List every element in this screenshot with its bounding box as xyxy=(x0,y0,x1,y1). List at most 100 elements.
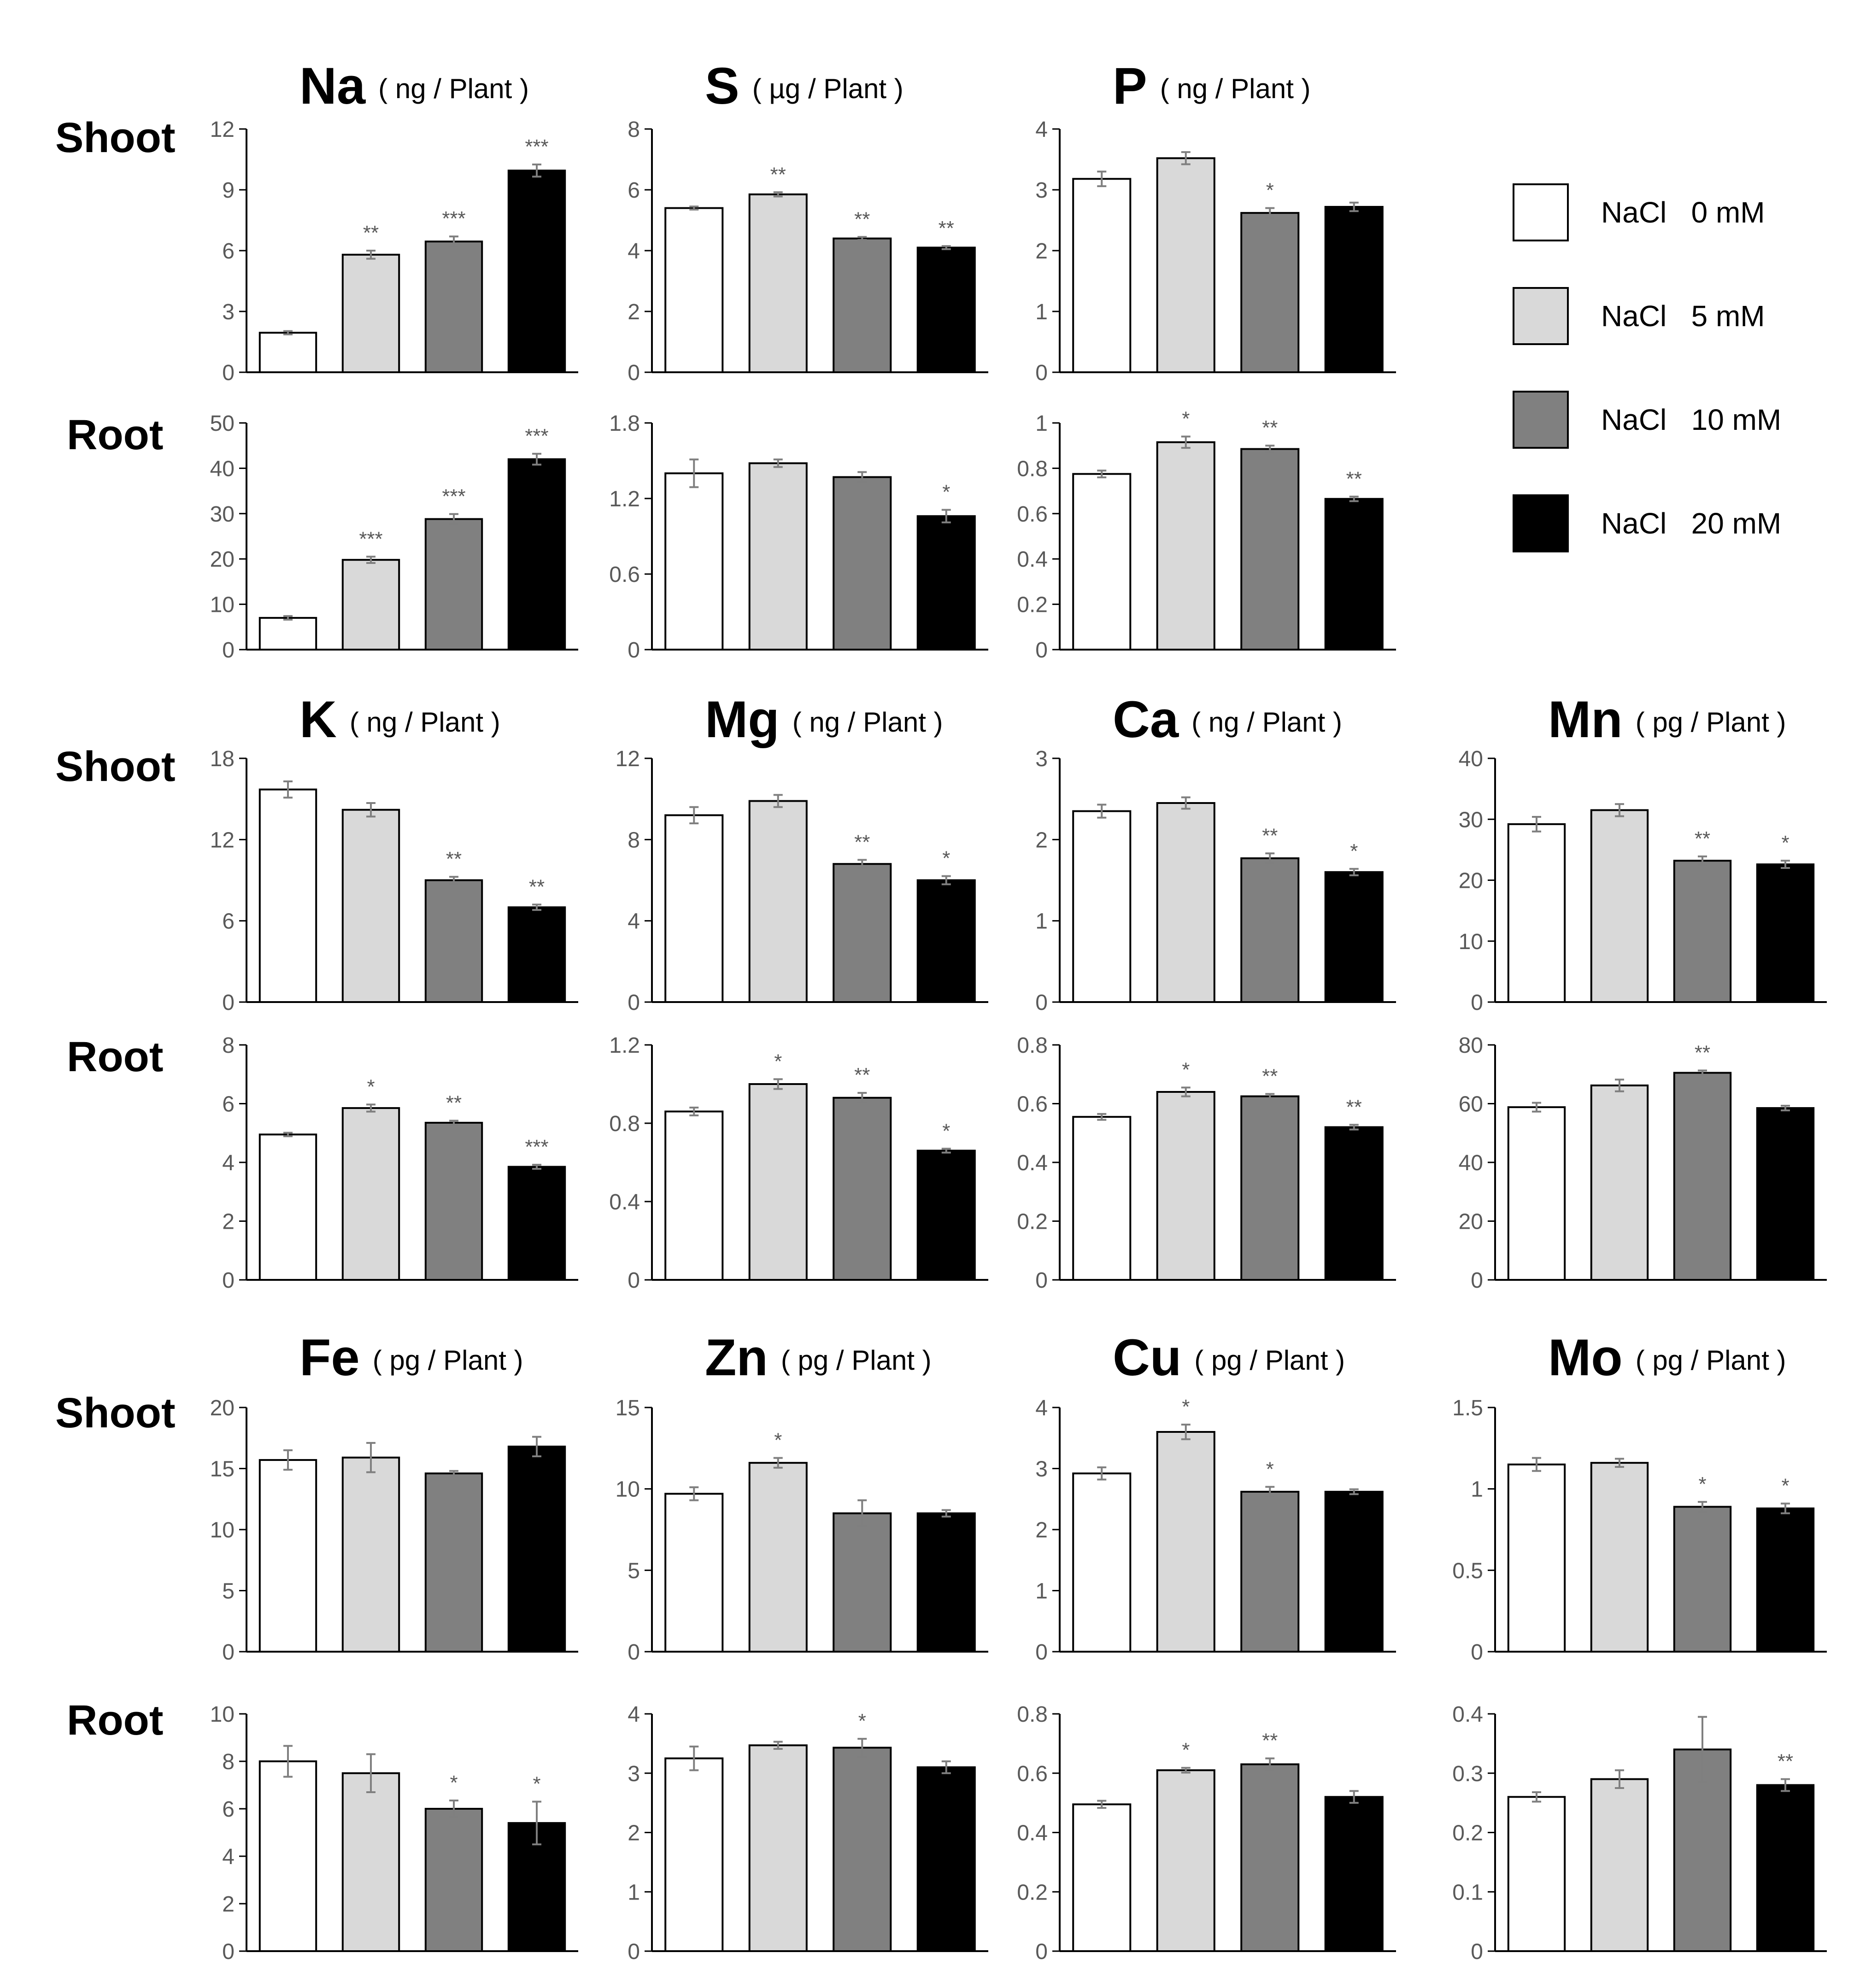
bar-fe-shoot-1 xyxy=(341,1456,400,1653)
y-tick-label: 2 xyxy=(1035,1518,1048,1542)
error-bar xyxy=(366,1442,375,1473)
bar-mg-root-1 xyxy=(748,1083,808,1281)
y-tick-label: 0 xyxy=(1471,1268,1483,1293)
bar-ca-root-2 xyxy=(1240,1095,1300,1281)
bar-na-shoot-1 xyxy=(341,253,400,373)
error-bar xyxy=(1349,1124,1359,1131)
row-label-root: Root xyxy=(67,411,163,458)
error-bar xyxy=(283,1132,293,1138)
error-bar xyxy=(689,458,699,488)
y-tick-label: 0.6 xyxy=(1017,1092,1048,1117)
error-bar xyxy=(1181,1086,1191,1097)
y-tick-label: 3 xyxy=(1035,178,1048,203)
bar-cu-shoot-2 xyxy=(1240,1490,1300,1653)
y-tick-label: 0 xyxy=(1471,1940,1483,1964)
y-tick-label: 1 xyxy=(1035,411,1048,436)
element-symbol: Fe xyxy=(299,1329,360,1386)
error-bar xyxy=(857,1738,867,1758)
chart-s-shoot: S ( µg / Plant ) 0 2 4 6 8 ** ** ** xyxy=(628,57,988,385)
bar-zn-root-0 xyxy=(664,1757,724,1952)
y-tick-label: 0.4 xyxy=(1017,1151,1048,1175)
y-tick-label: 9 xyxy=(222,178,235,203)
y-tick-label: 4 xyxy=(222,1845,235,1869)
y-tick-label: 0.4 xyxy=(609,1190,640,1214)
y-tick-label: 1 xyxy=(1035,909,1048,934)
bar-mn-root-3 xyxy=(1756,1107,1815,1281)
chart-zn-shoot: Zn ( pg / Plant ) 0 5 10 15 * xyxy=(616,1329,988,1665)
bar-mn-root-0 xyxy=(1507,1106,1566,1281)
significance-label: ** xyxy=(1346,468,1362,490)
error-bar xyxy=(366,1753,375,1793)
significance-label: *** xyxy=(442,207,465,230)
y-tick-label: 8 xyxy=(628,117,640,142)
error-bar xyxy=(1532,1791,1541,1803)
bar-na-shoot-3 xyxy=(507,170,566,373)
y-tick-label: 30 xyxy=(1459,808,1483,832)
error-bar xyxy=(773,458,783,468)
y-tick-label: 0 xyxy=(628,361,640,385)
row-label-root: Root xyxy=(67,1697,163,1744)
unit-label: ( pg / Plant ) xyxy=(781,1345,932,1376)
error-bar xyxy=(689,205,699,211)
bar-mn-shoot-0 xyxy=(1507,823,1566,1003)
y-tick-label: 0.3 xyxy=(1452,1762,1483,1786)
y-tick-label: 40 xyxy=(1459,747,1483,771)
significance-label: * xyxy=(1182,1739,1190,1761)
legend-label-5mm: NaCl 5 mM xyxy=(1601,299,1765,333)
bar-p-shoot-0 xyxy=(1072,178,1132,373)
bar-s-root-3 xyxy=(916,515,976,651)
significance-label: * xyxy=(1781,832,1789,854)
chart-title: Mo ( pg / Plant ) xyxy=(1548,1329,1786,1386)
bar-fe-root-1 xyxy=(341,1772,400,1952)
bar-s-shoot-0 xyxy=(664,207,724,373)
chart-title: K ( ng / Plant ) xyxy=(299,691,500,748)
y-tick-label: 6 xyxy=(222,1797,235,1822)
bar-cu-root-3 xyxy=(1324,1796,1384,1952)
error-bar xyxy=(1698,1069,1707,1076)
element-symbol: Mo xyxy=(1548,1329,1623,1386)
significance-label: ** xyxy=(770,163,786,186)
error-bar xyxy=(366,556,375,564)
bar-mo-root-3 xyxy=(1756,1784,1815,1952)
y-tick-label: 0.4 xyxy=(1017,1821,1048,1846)
chart-mn-root: 0 20 40 60 80 ** xyxy=(1459,1033,1827,1293)
y-tick-label: 0.1 xyxy=(1452,1880,1483,1905)
y-tick-label: 5 xyxy=(628,1559,640,1583)
y-tick-label: 0.8 xyxy=(1017,457,1048,481)
error-bar xyxy=(449,1799,458,1818)
bar-mo-shoot-0 xyxy=(1507,1463,1566,1653)
bar-fe-root-2 xyxy=(424,1808,483,1952)
significance-label: ** xyxy=(1346,1096,1362,1118)
legend-label-10mm: NaCl 10 mM xyxy=(1601,403,1781,436)
chart-mg-root: 00.40.81.2**** xyxy=(609,1033,988,1293)
y-tick-label: 0.8 xyxy=(609,1112,640,1136)
legend-swatch-20mm xyxy=(1513,494,1569,552)
y-tick-label: 10 xyxy=(616,1478,640,1502)
bar-cu-shoot-3 xyxy=(1324,1490,1384,1653)
significance-label: * xyxy=(942,481,950,504)
error-bar xyxy=(1532,1457,1541,1472)
bar-cu-shoot-1 xyxy=(1156,1431,1215,1653)
y-tick-label: 4 xyxy=(222,1151,235,1175)
unit-label: ( pg / Plant ) xyxy=(1636,707,1786,738)
chart-k-shoot: K ( ng / Plant ) 0 6 12 18 ** ** xyxy=(210,691,578,1015)
bar-k-shoot-0 xyxy=(258,788,317,1003)
legend-swatch-5mm xyxy=(1513,287,1569,345)
y-tick-label: 0 xyxy=(222,1268,235,1293)
element-symbol: Na xyxy=(299,57,366,115)
bar-p-shoot-2 xyxy=(1240,212,1300,373)
row-label-shoot: Shoot xyxy=(55,743,176,790)
error-bar xyxy=(449,513,458,525)
error-bar xyxy=(1181,1424,1191,1440)
significance-label: * xyxy=(533,1773,540,1795)
row-labels: Shoot Root Shoot Root Shoot Root xyxy=(55,114,176,1744)
y-tick-label: 0.2 xyxy=(1017,593,1048,617)
error-bar xyxy=(941,1760,951,1774)
bar-zn-shoot-3 xyxy=(916,1512,976,1653)
bar-mn-shoot-2 xyxy=(1673,860,1732,1003)
y-tick-label: 4 xyxy=(1035,117,1048,142)
error-bar xyxy=(1615,1079,1624,1092)
error-bar xyxy=(1615,1458,1624,1468)
